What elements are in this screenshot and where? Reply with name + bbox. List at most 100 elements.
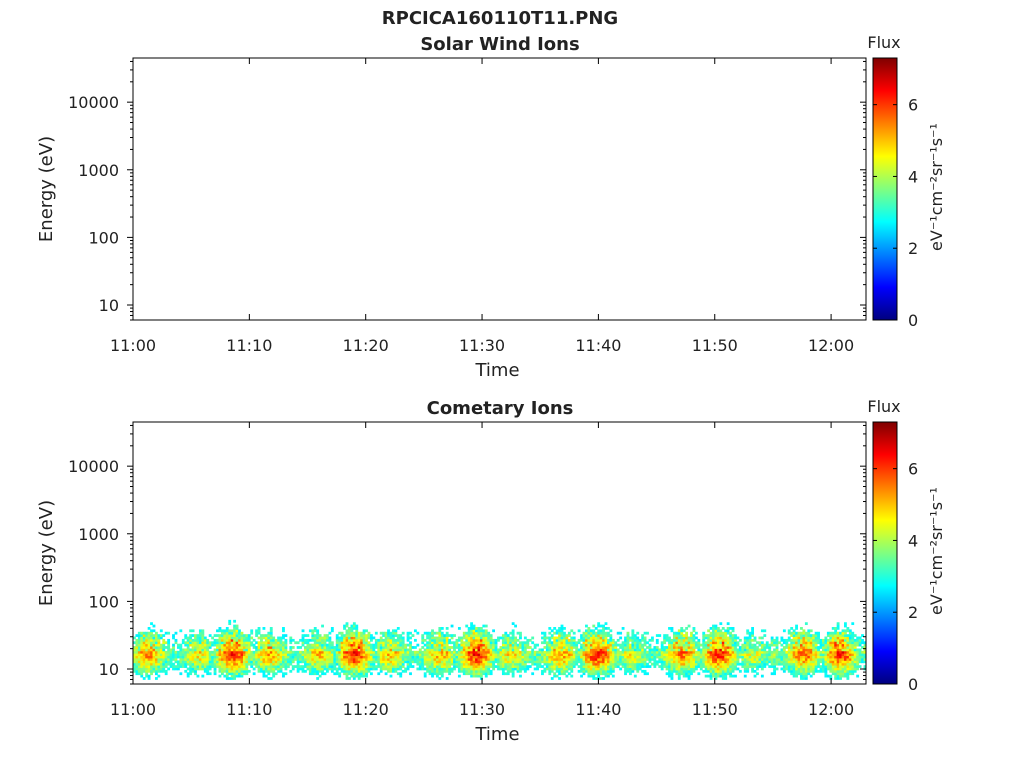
flux-cell (434, 632, 437, 635)
flux-cell (302, 639, 305, 642)
flux-cell (434, 651, 437, 654)
flux-cell (304, 634, 307, 637)
flux-cell (253, 651, 256, 654)
flux-cell (512, 663, 515, 666)
flux-cell (798, 653, 801, 656)
flux-cell (649, 639, 652, 642)
flux-cell (201, 668, 204, 671)
flux-cell (263, 672, 266, 675)
flux-cell (798, 660, 801, 663)
flux-cell (263, 646, 266, 649)
flux-cell (763, 651, 766, 654)
flux-cell (697, 663, 700, 666)
flux-cell (680, 653, 683, 656)
flux-cell (644, 648, 647, 651)
flux-cell (475, 637, 478, 640)
flux-cell (463, 646, 466, 649)
flux-cell (605, 648, 608, 651)
flux-cell (609, 641, 612, 644)
flux-cell (331, 663, 334, 666)
flux-cell (221, 632, 224, 635)
flux-cell (228, 660, 231, 663)
flux-cell (490, 634, 493, 637)
flux-cell (751, 670, 754, 673)
flux-cell (209, 665, 212, 668)
flux-cell (631, 653, 634, 656)
flux-cell (514, 644, 517, 647)
flux-cell (434, 637, 437, 640)
flux-cell (372, 651, 375, 654)
flux-cell (470, 670, 473, 673)
flux-cell (556, 668, 559, 671)
flux-cell (839, 634, 842, 637)
flux-cell (668, 670, 671, 673)
flux-cell (595, 641, 598, 644)
flux-cell (690, 641, 693, 644)
flux-cell (431, 670, 434, 673)
flux-cell (771, 644, 774, 647)
flux-cell (519, 660, 522, 663)
flux-cell (827, 653, 830, 656)
flux-cell (390, 660, 393, 663)
flux-cell (328, 641, 331, 644)
flux-cell (260, 644, 263, 647)
flux-cell (473, 634, 476, 637)
flux-cell (734, 634, 737, 637)
flux-cell (297, 651, 300, 654)
flux-cell (460, 660, 463, 663)
flux-cell (583, 672, 586, 675)
flux-cell (194, 665, 197, 668)
flux-cell (194, 646, 197, 649)
flux-cell (746, 646, 749, 649)
flux-cell (839, 637, 842, 640)
flux-cell (756, 665, 759, 668)
flux-cell (565, 670, 568, 673)
flux-cell (175, 660, 178, 663)
flux-cell (536, 663, 539, 666)
flux-cell (651, 653, 654, 656)
flux-cell (712, 670, 715, 673)
flux-cell (492, 656, 495, 659)
flux-cell (524, 641, 527, 644)
flux-cell (209, 660, 212, 663)
flux-cell (162, 653, 165, 656)
flux-cell (343, 644, 346, 647)
flux-cell (719, 668, 722, 671)
flux-cell (785, 665, 788, 668)
flux-cell (480, 658, 483, 661)
flux-cell (275, 668, 278, 671)
flux-cell (502, 641, 505, 644)
flux-cell (414, 660, 417, 663)
flux-cell (548, 651, 551, 654)
flux-cell (595, 637, 598, 640)
flux-cell (595, 627, 598, 630)
flux-cell (421, 668, 424, 671)
flux-cell (512, 658, 515, 661)
flux-cell (280, 653, 283, 656)
flux-cell (715, 658, 718, 661)
flux-cell (333, 651, 336, 654)
flux-cell (487, 646, 490, 649)
flux-cell (612, 639, 615, 642)
flux-cell (221, 637, 224, 640)
flux-cell (802, 653, 805, 656)
flux-cell (204, 670, 207, 673)
flux-cell (829, 665, 832, 668)
flux-cell (316, 677, 319, 680)
flux-cell (641, 639, 644, 642)
flux-cell (245, 670, 248, 673)
flux-cell (316, 629, 319, 632)
flux-cell (649, 665, 652, 668)
flux-cell (622, 646, 625, 649)
flux-cell (292, 653, 295, 656)
flux-cell (409, 632, 412, 635)
flux-cell (817, 663, 820, 666)
flux-cell (504, 651, 507, 654)
flux-cell (807, 644, 810, 647)
flux-cell (199, 637, 202, 640)
flux-cell (815, 632, 818, 635)
flux-cell (412, 658, 415, 661)
flux-cell (377, 639, 380, 642)
flux-cell (250, 660, 253, 663)
flux-cell (732, 656, 735, 659)
